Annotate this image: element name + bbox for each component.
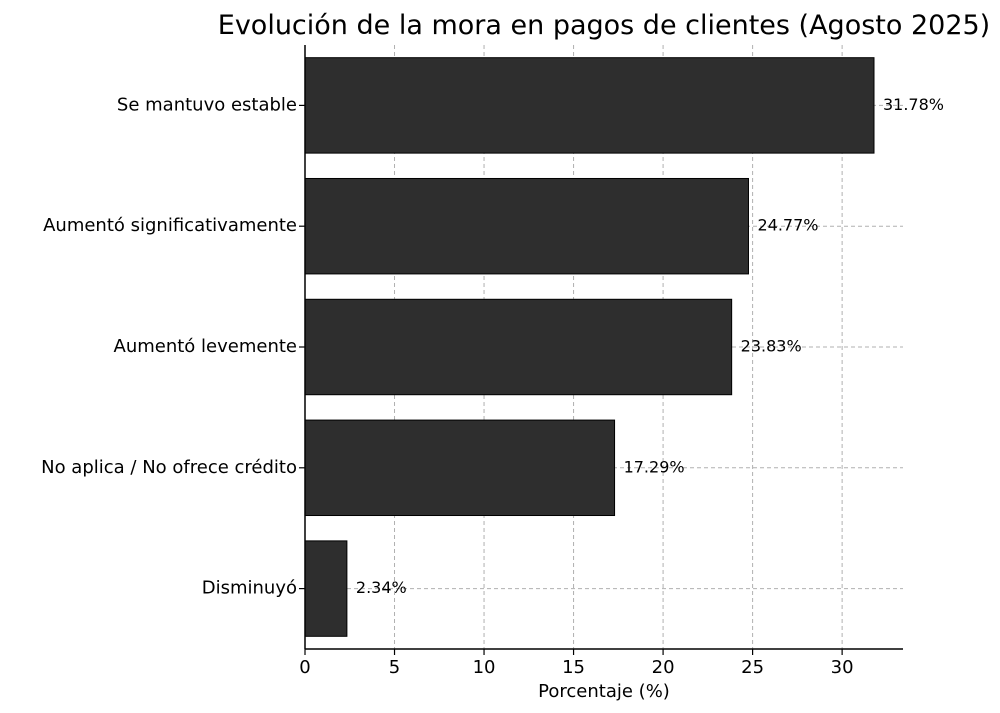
data-label: 2.34% bbox=[356, 578, 407, 597]
data-label: 31.78% bbox=[883, 95, 944, 114]
data-label: 24.77% bbox=[757, 216, 818, 235]
bars bbox=[304, 57, 875, 637]
y-tick-label: Aumentó levemente bbox=[114, 336, 297, 357]
axes: 0 5 10 15 20 25 30 bbox=[299, 45, 903, 678]
bar bbox=[304, 540, 348, 637]
x-tick-label: 0 bbox=[299, 657, 310, 678]
bar bbox=[304, 298, 733, 396]
bar bbox=[304, 177, 749, 275]
y-tick-label: Disminuyó bbox=[202, 578, 297, 599]
bar bbox=[304, 57, 875, 154]
x-tick-label: 15 bbox=[562, 657, 585, 678]
x-tick-label: 5 bbox=[389, 657, 400, 678]
x-axis-label: Porcentaje (%) bbox=[538, 681, 670, 702]
x-tick-label: 25 bbox=[741, 657, 764, 678]
data-label: 23.83% bbox=[741, 337, 802, 356]
x-tick-label: 20 bbox=[652, 657, 675, 678]
data-labels: Se mantuvo estable 31.78% Aumentó signific… bbox=[41, 94, 944, 598]
y-tick-label: No aplica / No ofrece crédito bbox=[41, 457, 297, 478]
x-tick-label: 10 bbox=[473, 657, 496, 678]
x-tick-label: 30 bbox=[831, 657, 854, 678]
chart-title: Evolución de la mora en pagos de cliente… bbox=[218, 10, 990, 41]
y-tick-label: Se mantuvo estable bbox=[117, 94, 297, 115]
bar bbox=[304, 419, 616, 517]
data-label: 17.29% bbox=[624, 457, 685, 476]
y-tick-label: Aumentó significativamente bbox=[43, 215, 297, 236]
